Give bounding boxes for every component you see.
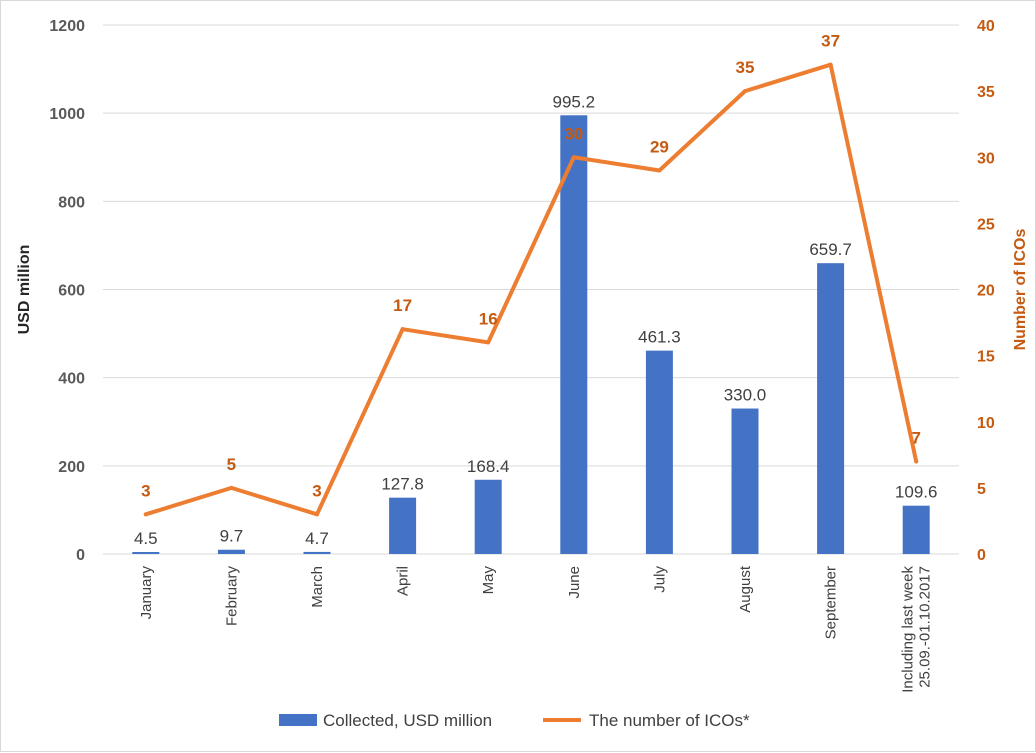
- bar: [645, 350, 673, 554]
- line-point: [486, 340, 491, 345]
- line-point: [315, 512, 319, 517]
- line-data-label: 16: [479, 309, 498, 328]
- line-point: [143, 512, 148, 517]
- x-tick-label: January: [138, 566, 155, 620]
- bar: [303, 551, 331, 554]
- line-data-label: 17: [393, 296, 412, 315]
- line-data-label: 5: [227, 455, 236, 474]
- bar: [217, 549, 245, 554]
- bar: [731, 408, 759, 554]
- line-data-label: 30: [564, 124, 583, 143]
- line-data-label: 3: [312, 481, 321, 500]
- bar: [902, 505, 930, 554]
- y2-tick-label: 0: [977, 547, 986, 564]
- bar-data-label: 4.5: [134, 529, 158, 548]
- x-tick-label-line: April: [395, 566, 412, 596]
- x-tick-label: June: [566, 566, 583, 599]
- y-tick-label: 1200: [49, 18, 85, 35]
- x-tick-label: March: [309, 566, 326, 608]
- bar-data-label: 461.3: [638, 328, 681, 347]
- x-tick-label-line: June: [566, 566, 583, 599]
- line-point: [571, 155, 576, 160]
- x-tick-label: July: [651, 566, 668, 593]
- y-tick-label: 400: [58, 371, 85, 388]
- y2-tick-label: 10: [977, 415, 995, 432]
- line-point: [828, 62, 833, 67]
- y2-tick-label: 15: [977, 349, 995, 366]
- x-tick-label-line: January: [138, 566, 155, 620]
- y-tick-label: 800: [58, 194, 85, 211]
- x-tick-label-line: 25.09.-01.10.2017: [917, 566, 934, 688]
- bar-data-label: 995.2: [553, 92, 596, 111]
- x-tick-label: February: [223, 566, 240, 627]
- bar: [474, 479, 502, 554]
- x-tick-label-line: February: [223, 566, 240, 627]
- bar-data-label: 659.7: [809, 240, 852, 259]
- line-point: [229, 485, 234, 490]
- x-tick-label: Including last week25.09.-01.10.2017: [900, 566, 934, 693]
- bar-data-label: 4.7: [305, 529, 329, 548]
- bar: [560, 115, 588, 555]
- y2-tick-label: 30: [977, 150, 995, 167]
- bar: [817, 263, 845, 554]
- line-point: [914, 459, 919, 464]
- x-tick-label: May: [480, 566, 497, 595]
- line-point: [743, 89, 747, 94]
- bar-data-label: 330.0: [724, 386, 767, 405]
- line-data-label: 29: [650, 137, 669, 156]
- bar: [132, 552, 160, 554]
- legend-label-bar: Collected, USD million: [323, 711, 492, 730]
- y-tick-label: 0: [76, 547, 85, 564]
- y2-tick-label: 35: [977, 84, 995, 101]
- y-tick-label: 600: [58, 283, 85, 300]
- y2-tick-label: 5: [977, 481, 986, 498]
- y-tick-label: 200: [58, 459, 85, 476]
- line-series: [143, 62, 919, 517]
- line-data-label: 35: [736, 58, 755, 77]
- line-data-label: 7: [911, 428, 920, 447]
- legend-label-line: The number of ICOs*: [589, 711, 750, 730]
- y2-axis-title: Number of ICOs: [1012, 229, 1029, 351]
- y2-tick-label: 20: [977, 283, 995, 300]
- x-tick-label-line: September: [823, 566, 840, 639]
- line-point: [657, 168, 662, 173]
- y-tick-label: 1000: [49, 106, 85, 123]
- y-axis-title: USD million: [16, 245, 33, 335]
- x-tick-label-line: Including last week: [900, 566, 917, 693]
- x-tick-label-line: July: [651, 566, 668, 593]
- y2-tick-label: 40: [977, 18, 995, 35]
- x-tick-label-line: March: [309, 566, 326, 608]
- bar-data-label: 109.6: [895, 483, 938, 502]
- y2-tick-label: 25: [977, 216, 995, 233]
- bar-data-label: 168.4: [467, 457, 510, 476]
- bar: [389, 497, 417, 554]
- legend-swatch-bar: [279, 714, 317, 726]
- x-tick-label: September: [823, 566, 840, 639]
- line-point: [400, 327, 405, 332]
- bar-data-label: 9.7: [220, 527, 244, 546]
- x-tick-label: August: [737, 565, 754, 613]
- x-tick-label-line: August: [737, 565, 754, 613]
- line-data-label: 37: [821, 32, 840, 51]
- x-tick-label-line: May: [480, 566, 497, 595]
- bar-data-label: 127.8: [381, 475, 424, 494]
- line-data-label: 3: [141, 481, 150, 500]
- x-tick-label: April: [395, 566, 412, 596]
